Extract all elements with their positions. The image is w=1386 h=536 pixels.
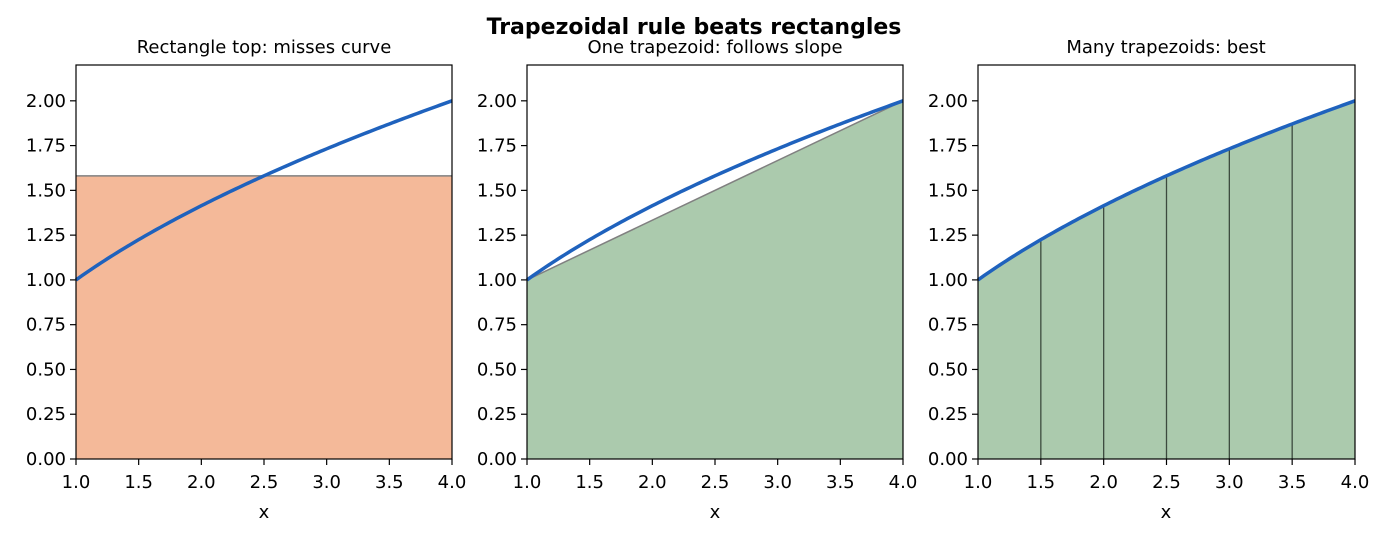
x-axis-label: x	[1161, 502, 1172, 523]
panel-rectangle: Rectangle top: misses curve x 1.0 1.5 2.0 2…	[26, 37, 466, 523]
x-axis-label: x	[710, 502, 721, 523]
y-tick-label: 1.00	[477, 270, 517, 291]
y-tick-label: 2.00	[477, 91, 517, 112]
y-tick-label: 1.50	[477, 180, 517, 201]
x-tick-label: 4.0	[438, 472, 467, 493]
x-tick-label: 1.0	[964, 472, 993, 493]
y-tick-label: 1.75	[477, 136, 517, 157]
x-tick-label: 2.5	[250, 472, 279, 493]
y-tick-label: 0.75	[26, 315, 66, 336]
x-tick-label: 1.5	[575, 472, 604, 493]
curve-line	[976, 99, 1356, 282]
y-tick-label: 0.50	[477, 359, 517, 380]
y-tick-label: 0.00	[477, 449, 517, 470]
panel-title: One trapezoid: follows slope	[587, 37, 842, 58]
panel-title: Rectangle top: misses curve	[137, 37, 392, 58]
y-tick-label: 2.00	[26, 91, 66, 112]
y-tick-label: 0.00	[26, 449, 66, 470]
x-tick-label: 1.0	[62, 472, 91, 493]
x-tick-label: 1.0	[513, 472, 542, 493]
rectangle-fill	[76, 175, 452, 459]
y-tick-label: 1.50	[928, 180, 968, 201]
curve-line	[525, 99, 904, 282]
x-tick-label: 2.0	[187, 472, 216, 493]
y-tick-label: 0.25	[477, 404, 517, 425]
x-tick-label: 4.0	[1341, 472, 1370, 493]
trapezoid-top-edge	[526, 100, 904, 281]
x-tick-label: 2.5	[701, 472, 730, 493]
x-tick-label: 3.5	[1278, 472, 1307, 493]
figure-title: Trapezoidal rule beats rectangles	[487, 15, 902, 40]
x-tick-label: 3.0	[1215, 472, 1244, 493]
y-tick-label: 0.25	[928, 404, 968, 425]
y-tick-label: 1.25	[26, 225, 66, 246]
y-tick-label: 1.75	[928, 136, 968, 157]
curve-line	[74, 99, 453, 282]
panel-many-trapezoids: Many trapezoids: best x 1.0 1.5 2.0 2.5 3.0 3…	[928, 37, 1369, 523]
panel-title: Many trapezoids: best	[1066, 37, 1265, 58]
x-tick-label: 1.5	[124, 472, 153, 493]
y-tick-label: 0.25	[26, 404, 66, 425]
x-tick-label: 2.5	[1152, 472, 1181, 493]
y-tick-label: 2.00	[928, 91, 968, 112]
y-tick-label: 0.75	[928, 315, 968, 336]
trapezoid-fill	[1229, 123, 1293, 459]
y-tick-label: 1.00	[928, 270, 968, 291]
y-tick-label: 1.25	[928, 225, 968, 246]
y-tick-label: 1.50	[26, 180, 66, 201]
y-tick-label: 1.25	[477, 225, 517, 246]
y-tick-label: 0.50	[26, 359, 66, 380]
x-tick-label: 3.0	[312, 472, 341, 493]
x-tick-label: 2.0	[638, 472, 667, 493]
y-tick-label: 0.00	[928, 449, 968, 470]
x-tick-label: 2.0	[1089, 472, 1118, 493]
x-tick-label: 1.5	[1027, 472, 1056, 493]
trapezoid-fill	[1040, 205, 1104, 459]
y-tick-label: 1.75	[26, 136, 66, 157]
trapezoid-fill	[527, 100, 903, 460]
y-tick-label: 0.50	[928, 359, 968, 380]
y-tick-label: 0.75	[477, 315, 517, 336]
trapezoid-fill	[1292, 100, 1355, 460]
trapezoid-fill	[1103, 175, 1167, 460]
x-tick-label: 3.5	[375, 472, 404, 493]
x-tick-label: 4.0	[889, 472, 918, 493]
x-tick-label: 3.0	[763, 472, 792, 493]
x-axis-label: x	[259, 502, 270, 523]
x-tick-label: 3.5	[826, 472, 855, 493]
trapezoid-fill	[978, 239, 1041, 459]
panel-one-trapezoid: One trapezoid: follows slope x 1.0 1.5 2.0…	[477, 37, 917, 523]
y-tick-label: 1.00	[26, 270, 66, 291]
trapezoid-fill	[1166, 148, 1230, 459]
